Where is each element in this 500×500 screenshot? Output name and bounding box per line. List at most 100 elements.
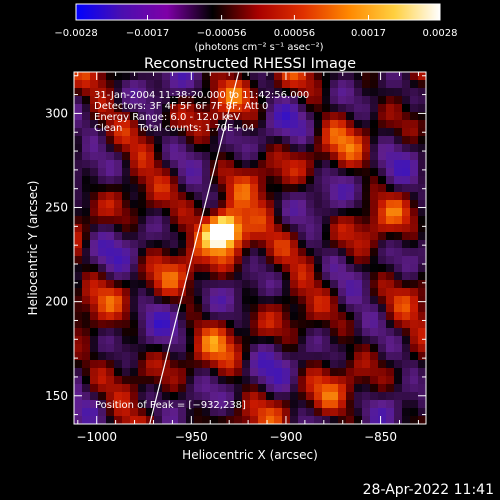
y-axis-label: Heliocentric Y (arcsec) xyxy=(26,181,40,316)
heatmap-cell xyxy=(394,232,403,241)
heatmap-cell xyxy=(354,128,363,137)
heatmap-cell xyxy=(354,264,363,273)
heatmap-cell xyxy=(186,296,195,305)
heatmap-cell xyxy=(386,176,395,185)
heatmap-cell xyxy=(314,288,323,297)
heatmap-cell xyxy=(346,168,355,177)
heatmap-cell xyxy=(178,376,187,385)
heatmap-cell xyxy=(234,160,243,169)
heatmap-cell xyxy=(114,168,123,177)
heatmap-cell xyxy=(82,368,91,377)
heatmap-cell xyxy=(82,208,91,217)
heatmap-cell xyxy=(154,256,163,265)
heatmap-cell xyxy=(362,224,371,233)
heatmap-cell xyxy=(138,376,147,385)
heatmap-cell xyxy=(178,344,187,353)
heatmap-cell xyxy=(282,384,291,393)
heatmap-cell xyxy=(274,288,283,297)
x-tick-label: −850 xyxy=(364,430,397,444)
heatmap-cell xyxy=(242,392,251,401)
heatmap-cell xyxy=(186,264,195,273)
heatmap-cell xyxy=(242,80,251,89)
heatmap-cell xyxy=(410,320,419,329)
heatmap-cell xyxy=(402,216,411,225)
heatmap-cell xyxy=(114,112,123,121)
heatmap-cell xyxy=(114,296,123,305)
heatmap-cell xyxy=(226,120,235,129)
heatmap-cell xyxy=(98,328,107,337)
heatmap-cell xyxy=(234,288,243,297)
heatmap-cell xyxy=(290,320,299,329)
heatmap-cell xyxy=(162,112,171,121)
heatmap-cell xyxy=(378,128,387,137)
heatmap-cell xyxy=(122,216,131,225)
heatmap-cell xyxy=(138,152,147,161)
heatmap-cell xyxy=(210,392,219,401)
heatmap-cell xyxy=(386,368,395,377)
heatmap-cell xyxy=(290,312,299,321)
heatmap-cell xyxy=(298,368,307,377)
heatmap-cell xyxy=(418,408,426,417)
heatmap-cell xyxy=(242,208,251,217)
heatmap-cell xyxy=(402,344,411,353)
heatmap-cell xyxy=(354,312,363,321)
heatmap-cell xyxy=(82,408,91,417)
heatmap-cell xyxy=(370,224,379,233)
heatmap-cell xyxy=(378,168,387,177)
heatmap-cell xyxy=(250,360,259,369)
heatmap-cell xyxy=(242,360,251,369)
heatmap-cell xyxy=(410,160,419,169)
heatmap-cell xyxy=(362,384,371,393)
heatmap-cell xyxy=(130,360,139,369)
heatmap-cell xyxy=(122,280,131,289)
heatmap-cell xyxy=(202,224,211,233)
heatmap-cell xyxy=(378,96,387,105)
heatmap-cell xyxy=(290,112,299,121)
heatmap-cell xyxy=(154,136,163,145)
heatmap-cell xyxy=(330,336,339,345)
heatmap-cell xyxy=(106,120,115,129)
heatmap-cell xyxy=(322,296,331,305)
heatmap-cell xyxy=(346,384,355,393)
heatmap-cell xyxy=(266,224,275,233)
heatmap-cell xyxy=(106,192,115,201)
heatmap-cell xyxy=(322,200,331,209)
heatmap-cell xyxy=(410,312,419,321)
heatmap-cell xyxy=(114,152,123,161)
heatmap-cell xyxy=(346,224,355,233)
heatmap-cell xyxy=(146,392,155,401)
heatmap-cell xyxy=(130,208,139,217)
heatmap-cell xyxy=(138,368,147,377)
heatmap-cell xyxy=(90,96,99,105)
heatmap-cell xyxy=(138,312,147,321)
heatmap-cell xyxy=(106,368,115,377)
heatmap-cell xyxy=(218,296,227,305)
heatmap-cell xyxy=(130,144,139,153)
heatmap-cell xyxy=(322,136,331,145)
heatmap-cell xyxy=(418,360,426,369)
heatmap-cell xyxy=(234,200,243,209)
heatmap-cell xyxy=(258,256,267,265)
heatmap-cell xyxy=(258,304,267,313)
heatmap-cell xyxy=(202,368,211,377)
heatmap-cell xyxy=(186,200,195,209)
heatmap-cell xyxy=(234,120,243,129)
heatmap-cell xyxy=(98,80,107,89)
heatmap-cell xyxy=(258,232,267,241)
heatmap-cell xyxy=(106,176,115,185)
heatmap-cell xyxy=(282,200,291,209)
heatmap-cell xyxy=(202,328,211,337)
heatmap-cell xyxy=(306,344,315,353)
heatmap-cell xyxy=(322,96,331,105)
heatmap-cell xyxy=(306,240,315,249)
heatmap-cell xyxy=(98,240,107,249)
heatmap-cell xyxy=(322,320,331,329)
heatmap-cell xyxy=(218,320,227,329)
heatmap-cell xyxy=(386,200,395,209)
heatmap-cell xyxy=(218,96,227,105)
heatmap-cell xyxy=(410,104,419,113)
heatmap-cell xyxy=(394,344,403,353)
heatmap-cell xyxy=(266,256,275,265)
heatmap-cell xyxy=(202,112,211,121)
heatmap-cell xyxy=(186,136,195,145)
